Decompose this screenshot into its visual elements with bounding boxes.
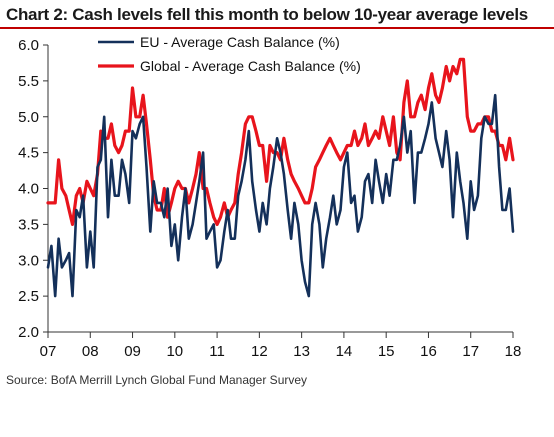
y-tick-label: 5.5 [18,73,39,90]
title-bar: Chart 2: Cash levels fell this month to … [0,0,554,30]
y-tick-label: 3.0 [18,252,39,269]
chart-axes: 6.0 5.5 5.0 4.5 4.0 3.5 3.0 2.5 2.007 08 09 10 11 12 1… [18,37,521,360]
x-tick-label: 16 [420,343,437,360]
y-tick-label: 4.0 [18,181,39,198]
chart-legend: EU - Average Cash Balance (%) Global - Av… [98,34,361,74]
x-tick-label: 07 [40,343,57,360]
y-tick-label: 4.5 [18,145,39,162]
x-tick-label: 10 [166,343,183,360]
y-tick-label: 2.5 [18,288,39,305]
chart-series-lines [46,57,515,298]
y-tick-label: 6.0 [18,37,39,54]
x-tick-label: 14 [336,343,353,360]
series-line-eu [46,93,515,298]
x-tick-label: 13 [293,343,310,360]
series-line-global [46,57,515,226]
legend-global-label: Global - Average Cash Balance (%) [140,58,361,74]
x-tick-label: 11 [209,343,225,360]
x-tick-label: 15 [378,343,395,360]
y-tick-label: 2.0 [18,324,39,341]
legend-eu-label: EU - Average Cash Balance (%) [140,34,340,50]
chart-title: Chart 2: Cash levels fell this month to … [6,5,528,24]
line-chart: 6.0 5.5 5.0 4.5 4.0 3.5 3.0 2.5 2.007 08 09 10 11 12 1… [18,34,521,360]
title-rule [0,27,554,29]
x-tick-label: 12 [251,343,268,360]
y-tick-label: 5.0 [18,109,39,126]
chart-source: Source: BofA Merrill Lynch Global Fund M… [6,373,308,387]
x-tick-label: 09 [124,343,141,360]
y-tick-label: 3.5 [18,216,39,233]
x-tick-label: 08 [82,343,99,360]
x-tick-label: 17 [462,343,479,360]
x-tick-label: 18 [505,343,522,360]
